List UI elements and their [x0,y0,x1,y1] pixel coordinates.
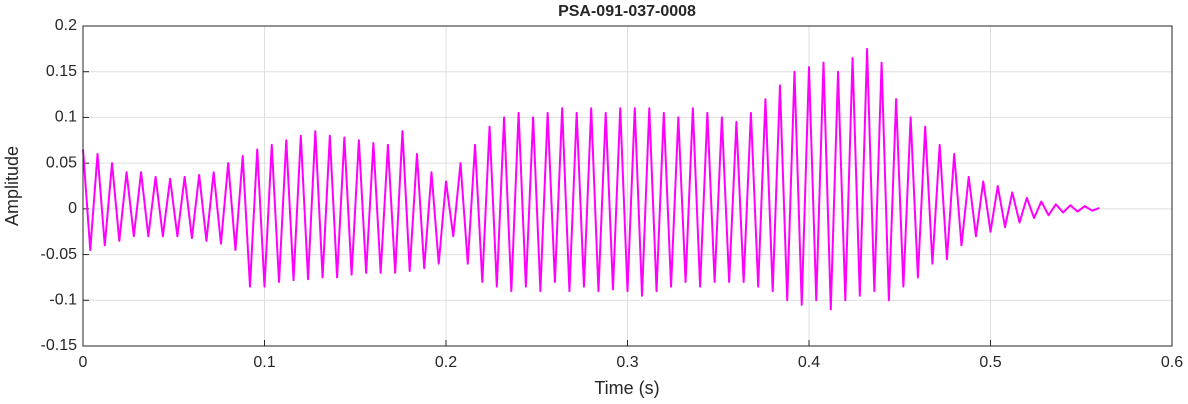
x-axis-label: Time (s) [594,378,659,398]
x-tick-label: 0.5 [979,354,1001,371]
y-tick-label: -0.1 [49,292,77,309]
x-tick-label: 0.2 [435,354,457,371]
y-axis-label: Amplitude [2,146,22,226]
x-tick-label: 0.1 [253,354,275,371]
plot-frame [82,25,1173,347]
chart-title: PSA-091-037-0008 [558,3,696,20]
y-tick-label: -0.15 [41,337,78,354]
y-tick-label: 0.05 [46,154,77,171]
y-tick-label: 0.1 [55,109,77,126]
x-tick-label: 0.4 [798,354,820,371]
waveform [82,47,1100,311]
x-tick-label: 0.3 [616,354,638,371]
y-tick-label: 0.2 [55,17,77,34]
x-tick-label: 0.6 [1161,354,1183,371]
y-tick-label: 0.15 [46,63,77,80]
x-tick-label: 0 [79,354,88,371]
y-tick-label: -0.05 [41,246,78,263]
y-tick-label: 0 [68,200,77,217]
